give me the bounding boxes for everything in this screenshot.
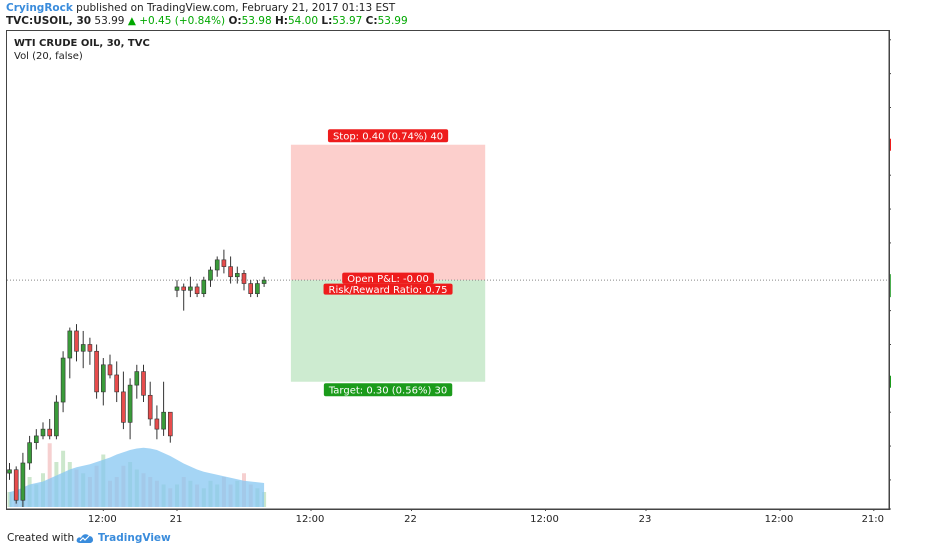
risk-reward-label-bg (323, 283, 453, 295)
candle-body[interactable] (168, 411, 173, 437)
candle-body[interactable] (94, 350, 99, 393)
target-label-text: Target: 0.30 (0.56%) 30 (328, 386, 447, 397)
candle-body[interactable] (201, 279, 207, 295)
candle-body[interactable] (7, 469, 12, 474)
candle-body[interactable] (228, 266, 233, 278)
candle-body[interactable] (40, 428, 46, 437)
x-tick-label: 12:00 (765, 514, 794, 525)
candle-body[interactable] (114, 374, 119, 393)
candle-body[interactable] (127, 384, 133, 423)
candle-body[interactable] (80, 344, 86, 352)
candle-body[interactable] (121, 391, 126, 423)
candle-body[interactable] (181, 286, 186, 291)
price-tag-last: 53.99 (890, 274, 891, 287)
candle-body[interactable] (101, 364, 106, 393)
symbol-label: TVC:USOIL, 30 (6, 15, 92, 27)
candle-body[interactable] (134, 371, 140, 386)
risk-reward-label[interactable]: Risk/Reward Ratio: 0.75 (323, 283, 453, 296)
candle-body[interactable] (87, 344, 93, 352)
risk-reward-label-text: Risk/Reward Ratio: 0.75 (329, 285, 448, 296)
price-change: ▲ +0.45 (+0.84%) (127, 15, 226, 27)
open-label: O: (228, 15, 242, 27)
candle-body[interactable] (261, 279, 267, 284)
candle-body[interactable] (248, 283, 253, 295)
candle-body[interactable] (33, 435, 39, 443)
x-tick-label: 23 (639, 514, 652, 525)
x-tick-label: 22 (404, 514, 417, 525)
volume-bar (47, 443, 52, 507)
price-tag-bg (890, 274, 891, 287)
candle-body[interactable] (214, 259, 220, 271)
chart-frame[interactable]: Stop: 0.40 (0.74%) 40 Target: 0.30 (0.56%… (6, 30, 891, 511)
candle-body[interactable] (54, 401, 59, 437)
high-label: H: (274, 15, 288, 27)
candle-body[interactable] (235, 273, 240, 278)
candle-body[interactable] (47, 428, 53, 437)
candle-body[interactable] (194, 286, 200, 295)
candle-body[interactable] (74, 330, 79, 352)
footer: Created with TradingView (0, 528, 932, 550)
tradingview-logo[interactable]: TradingView (76, 532, 171, 544)
low-label: L: (321, 15, 333, 27)
target-zone[interactable] (290, 280, 486, 382)
candle-body[interactable] (20, 462, 26, 501)
price-tag-stop: 54.39 (890, 138, 891, 151)
candle-body[interactable] (13, 469, 19, 501)
stop-zone[interactable] (290, 144, 486, 281)
ohlc-line: TVC:USOIL, 30 53.99 ▲ +0.45 (+0.84%) O:5… (6, 15, 926, 28)
candle-body[interactable] (147, 394, 153, 420)
price-tag-bg (890, 285, 891, 298)
open-value: 53.98 (241, 15, 272, 27)
publish-info: published on TradingView.com, February 2… (76, 2, 396, 14)
volume-ma-area (9, 447, 265, 507)
volume-legend: Vol (20, false) (14, 51, 83, 62)
candle-body[interactable] (188, 286, 193, 291)
candle-body[interactable] (107, 364, 113, 376)
x-tick-label: 12:00 (296, 514, 325, 525)
target-label-bg (323, 383, 453, 397)
x-tick-label: 12:00 (530, 514, 559, 525)
author-link[interactable]: CryingRock (6, 2, 73, 14)
created-with-label: Created with (7, 532, 75, 544)
price-tag-target: 53.69 (890, 375, 891, 388)
candle-body[interactable] (208, 269, 213, 281)
stop-label-bg (327, 129, 449, 143)
cloud-icon (76, 534, 93, 543)
brand-name: TradingView (98, 532, 171, 544)
price-tag-countdown: 16:47 (890, 285, 891, 298)
low-value: 53.97 (332, 15, 363, 27)
candle-body[interactable] (221, 259, 227, 267)
candle-body[interactable] (161, 411, 166, 430)
candle-body[interactable] (27, 442, 32, 464)
series-title: WTI CRUDE OIL, 30, TVC (14, 38, 150, 49)
price-tag-bg (890, 375, 891, 388)
candle-body[interactable] (174, 286, 180, 291)
high-value: 54.00 (287, 15, 319, 27)
candle-body[interactable] (255, 283, 260, 295)
open-pnl-label[interactable]: Open P&L: -0.00 (342, 272, 434, 286)
last-price: 53.99 (94, 15, 125, 27)
candle-body[interactable] (141, 371, 146, 396)
publish-line: CryingRock published on TradingView.com,… (6, 2, 926, 15)
open-pnl-label-bg (342, 272, 434, 284)
x-tick-label: 21:0 (862, 514, 884, 525)
candle-body[interactable] (67, 330, 73, 359)
candle-body[interactable] (60, 357, 66, 403)
stop-label-text: Stop: 0.40 (0.74%) 40 (333, 132, 443, 143)
price-tag-bg (890, 138, 891, 151)
x-tick-label: 12:00 (88, 514, 117, 525)
chart-header: CryingRock published on TradingView.com,… (6, 2, 926, 30)
close-label: C: (365, 15, 378, 27)
chart-legend: WTI CRUDE OIL, 30, TVC Vol (20, false) (14, 37, 150, 63)
x-tick-label: 21 (170, 514, 183, 525)
candle-body[interactable] (241, 273, 247, 284)
stop-label[interactable]: Stop: 0.40 (0.74%) 40 (327, 129, 449, 143)
target-label[interactable]: Target: 0.30 (0.56%) 30 (323, 383, 453, 397)
time-axis[interactable]: 12:00 21 12:00 22 12:00 23 12:00 21:0 (0, 508, 932, 538)
close-value: 53.99 (377, 15, 408, 27)
open-pnl-label-text: Open P&L: -0.00 (347, 274, 429, 285)
price-chart[interactable]: Stop: 0.40 (0.74%) 40 Target: 0.30 (0.56%… (7, 31, 891, 511)
candle-body[interactable] (154, 418, 160, 430)
